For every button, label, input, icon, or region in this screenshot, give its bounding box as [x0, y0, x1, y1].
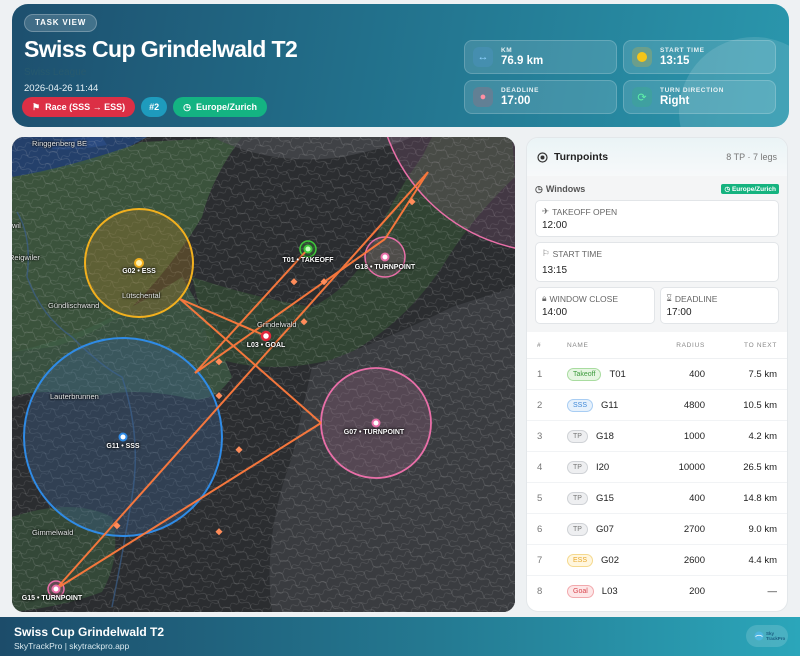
panel-header: Turnpoints 8 TP · 7 legs [527, 138, 787, 176]
footer-title: Swiss Cup Grindelwald T2 [14, 625, 165, 639]
app-logo[interactable]: Sky TrackPro [746, 625, 788, 647]
stats-grid: ↔ KM 76.9 km START TIME 13:15 ● DEADLINE 17… [464, 40, 776, 114]
panel-title: Turnpoints [554, 151, 609, 163]
place-label: Grindelwald [257, 320, 297, 329]
table-row[interactable]: 5 TP G15 400 14.8 km [527, 483, 787, 514]
table-header: # NAME RADIUS TO NEXT [527, 332, 787, 359]
race-type-badge: ⚑ Race (SSS → ESS) [22, 97, 136, 117]
type-pill: TP [567, 429, 588, 443]
place-label: Lütschental [122, 291, 161, 300]
stat-turn-direction: ⟳ TURN DIRECTION Right [623, 80, 776, 114]
place-label: Lauterbrunnen [50, 392, 99, 401]
type-pill: Goal [567, 585, 594, 598]
takeoff-icon: ✈ [542, 206, 550, 216]
turnpoints-panel: Turnpoints 8 TP · 7 legs ◷ Windows ◷ Euro… [526, 137, 788, 612]
task-datetime: 2026-04-26 11:44 [24, 83, 99, 94]
turnpoint-label-g15[interactable]: G15 • TURNPOINT [21, 595, 83, 602]
stat-start-time: START TIME 13:15 [623, 40, 776, 74]
place-label: Gimmelwald [32, 528, 74, 537]
type-pill: ESS [567, 553, 594, 567]
flag-icon: ⚑ [32, 102, 41, 112]
target-icon [537, 151, 548, 163]
footer-subtitle: SkyTrackPro | skytrackpro.app [14, 641, 130, 651]
type-pill: Takeoff [567, 367, 602, 381]
task-view-tag: TASK VIEW [24, 14, 98, 32]
table-row[interactable]: 8 Goal L03 200 — [537, 585, 777, 598]
hourglass-icon: ⌛︎ [666, 293, 672, 303]
place-label: Reigwiler [12, 253, 40, 262]
turnpoint-label-g11[interactable]: G11 • SSS [106, 443, 140, 450]
footer: Swiss Cup Grindelwald T2 SkyTrackPro | s… [0, 617, 800, 656]
timezone-chip: ◷ Europe/Zurich [721, 184, 779, 194]
stopwatch-icon: ● [473, 87, 493, 107]
place-label: wil [12, 221, 21, 230]
clock-icon [632, 47, 652, 67]
turnpoint-label-g18[interactable]: G18 • TURNPOINT [354, 264, 416, 271]
table-row[interactable]: 7 ESS G02 2600 4.4 km [527, 545, 787, 576]
turnpoint-label-t01[interactable]: T01 • TAKEOFF [282, 257, 334, 264]
panel-summary: 8 TP · 7 legs [726, 152, 777, 162]
type-pill: TP [567, 491, 588, 505]
windows-section: ◷ Windows ◷ Europe/Zurich ✈ TAKEOFF OPEN 1… [527, 176, 787, 332]
table-row[interactable]: 6 TP G07 2700 9.0 km [527, 514, 787, 545]
rotate-icon: ⟳ [632, 87, 652, 107]
stat-deadline: ● DEADLINE 17:00 [464, 80, 617, 114]
distance-icon: ↔ [473, 47, 493, 67]
lock-icon: 🔒︎ [542, 293, 547, 303]
logo-icon [754, 631, 764, 641]
deadline-box: ⌛︎ DEADLINE 17:00 [659, 287, 779, 324]
start-time-box: ⚐ START TIME 13:15 [535, 242, 779, 282]
clock-icon: ◷ [183, 102, 191, 112]
table-row[interactable]: 2 SSS G11 4800 10.5 km [527, 390, 787, 421]
window-close-box: 🔒︎ WINDOW CLOSE 14:00 [535, 287, 655, 324]
turnpoint-label-g02[interactable]: G02 • ESS [122, 268, 156, 275]
task-number-badge: #2 [141, 97, 168, 117]
turnpoint-label-l03[interactable]: L03 • GOAL [246, 342, 286, 349]
place-label: Ringgenberg BE [32, 139, 88, 148]
badge-row: ⚑ Race (SSS → ESS) #2 ◷ Europe/Zurich [22, 97, 267, 117]
stat-distance: ↔ KM 76.9 km [464, 40, 617, 74]
map-canvas[interactable] [12, 137, 515, 612]
flag-icon: ⚐ [542, 248, 550, 258]
table-row[interactable]: 3 TP G18 1000 4.2 km [527, 421, 787, 452]
place-label: Gündlischwand [48, 301, 100, 310]
task-map[interactable]: Ringgenberg BE wil Reigwiler Gündlischwa… [12, 137, 515, 612]
task-title: Swiss Cup Grindelwald T2 [24, 36, 298, 62]
turnpoint-label-g07[interactable]: G07 • TURNPOINT [343, 429, 405, 436]
clock-icon: ◷ [535, 183, 543, 194]
task-header: TASK VIEW Swiss Cup Grindelwald T2 Swiss… [12, 4, 789, 127]
type-pill: TP [567, 460, 588, 474]
takeoff-open-box: ✈ TAKEOFF OPEN 12:00 [535, 200, 779, 237]
table-row[interactable]: 4 TP I20 10000 26.5 km [527, 452, 787, 483]
league-name: Swiss League [24, 67, 87, 78]
timezone-badge: ◷ Europe/Zurich [173, 97, 267, 117]
table-row[interactable]: 1 Takeoff T01 400 7.5 km [527, 359, 787, 390]
type-pill: SSS [567, 398, 594, 412]
type-pill: TP [567, 522, 588, 536]
